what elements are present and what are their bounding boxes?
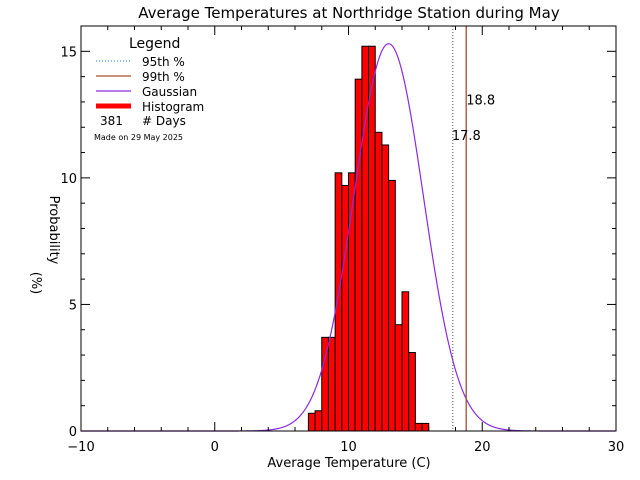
y-axis-unit: (%)	[28, 272, 43, 295]
percentile-95-label: 17.8	[452, 129, 481, 144]
chart-title: Average Temperatures at Northridge Stati…	[138, 4, 560, 22]
histogram-bar-9	[368, 45, 376, 432]
y-axis-label-bottom: (%)	[28, 272, 43, 295]
x-tick-label: 10	[340, 440, 357, 455]
histogram-bar-0	[307, 412, 316, 432]
histogram-bar-5	[341, 184, 349, 432]
y-tick-label: 0	[69, 425, 77, 440]
histogram-bar-10	[374, 131, 383, 432]
y-tick-label: 15	[60, 45, 77, 60]
histogram-bar-4	[334, 172, 343, 432]
x-tick-label: 0	[211, 440, 219, 455]
legend-day-count: 381	[100, 114, 123, 128]
histogram-bar-8	[361, 45, 370, 432]
legend-title: Legend	[129, 36, 180, 52]
legend-label-gaussian: Gaussian	[142, 85, 197, 99]
x-tick-label: 30	[608, 440, 625, 455]
histogram-bar-3	[327, 336, 336, 432]
made-on-note: Made on 29 May 2025	[94, 133, 183, 142]
y-tick-labels: 0 5 10 15	[60, 45, 77, 440]
histogram-bar-13	[394, 324, 403, 432]
legend-day-count-label: # Days	[142, 114, 186, 128]
y-tick-label: 5	[69, 298, 77, 313]
y-axis-label-top: Probability	[46, 196, 61, 265]
histogram-bar-15	[408, 352, 416, 432]
histogram-bar-2	[321, 336, 329, 432]
histogram-bar-14	[401, 291, 410, 432]
legend-label-99th: 99th %	[142, 70, 185, 84]
histogram-bar-16	[414, 422, 423, 432]
legend-label-95th: 95th %	[142, 55, 185, 69]
x-tick-label: −10	[67, 440, 94, 455]
x-tick-label: 20	[474, 440, 491, 455]
percentile-99-label: 18.8	[466, 93, 495, 108]
histogram-bars	[307, 45, 430, 432]
axis-ticks	[80, 25, 617, 432]
histogram-bar-7	[354, 78, 363, 432]
histogram-bar-11	[381, 144, 390, 432]
legend: Legend 95th % 99th % Gaussian Histogram …	[94, 36, 204, 142]
y-tick-label: 10	[60, 172, 77, 187]
histogram-bar-1	[314, 410, 323, 432]
histogram-bar-17	[421, 422, 430, 432]
x-axis-label: Average Temperature (C)	[267, 456, 430, 471]
y-axis-label: Probability	[46, 196, 61, 265]
histogram-bar-12	[388, 179, 396, 432]
plot-area: 17.8 18.8	[80, 25, 617, 432]
x-tick-labels: −10 0 10 20 30	[67, 440, 624, 455]
legend-label-histogram: Histogram	[142, 100, 204, 114]
